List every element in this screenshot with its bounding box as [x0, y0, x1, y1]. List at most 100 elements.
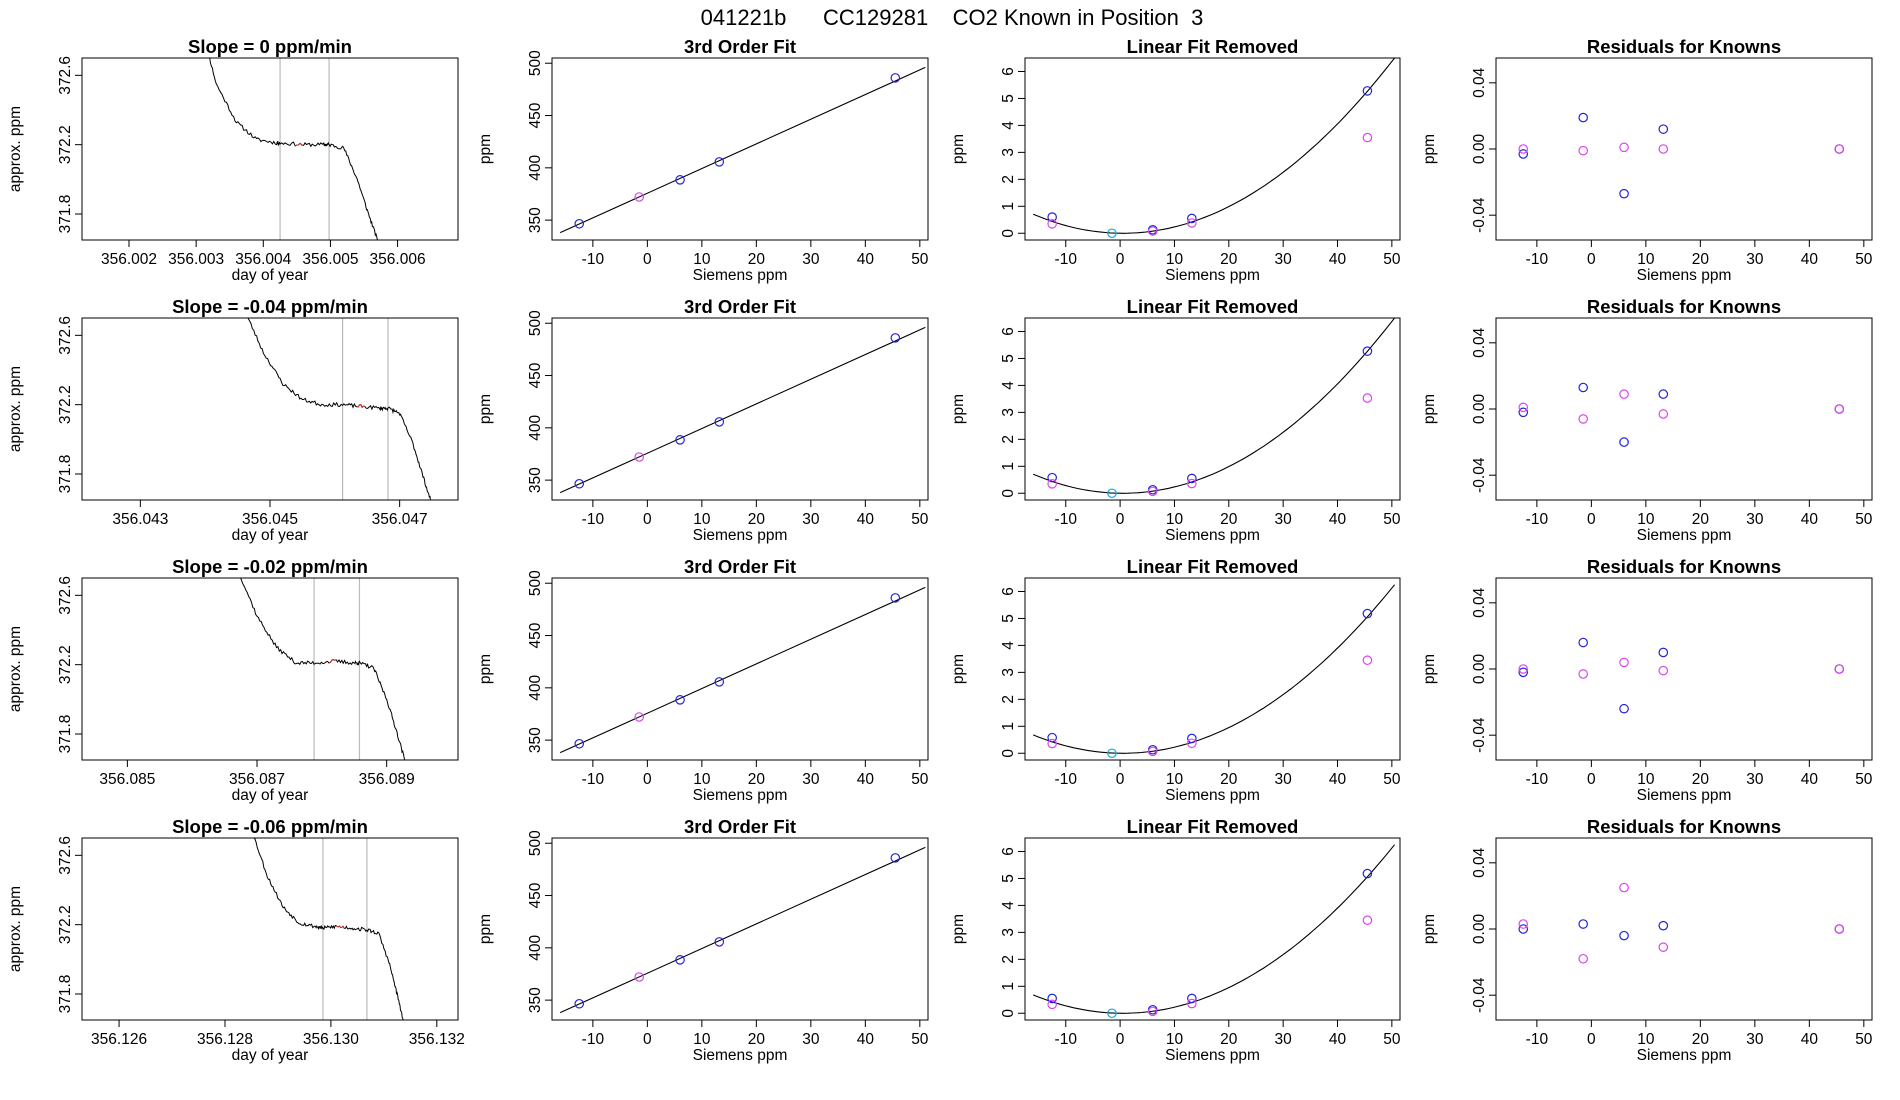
- data-point: [675, 435, 685, 445]
- plot-area: [1518, 637, 1845, 714]
- y-tick-label: 350: [527, 467, 544, 493]
- x-tick-label: 30: [802, 1031, 820, 1048]
- data-point: [1187, 478, 1197, 489]
- y-tick-label: -0.04: [1471, 197, 1488, 233]
- data-point: [1658, 920, 1669, 931]
- data-point: [1619, 703, 1629, 714]
- plot-area: [1518, 382, 1845, 447]
- x-tick-label: 0: [643, 251, 652, 268]
- data-point: [574, 218, 585, 229]
- plot-frame: [1495, 837, 1873, 1021]
- y-tick-label: 1: [1000, 722, 1017, 731]
- y-tick-label: 0.04: [1471, 327, 1488, 358]
- data-point: [1834, 144, 1845, 154]
- concentration-trace: [240, 578, 406, 760]
- y-tick-label: 0: [1000, 749, 1017, 758]
- x-tick-label: 40: [857, 771, 875, 788]
- plot-frame: [551, 317, 929, 501]
- y-axis-label: ppm: [950, 654, 967, 684]
- x-tick-label: 50: [1383, 251, 1401, 268]
- x-tick-label: 50: [911, 771, 929, 788]
- data-point: [1187, 733, 1197, 744]
- y-tick-label: 450: [527, 882, 544, 908]
- x-tick-label: 356.130: [303, 1031, 359, 1048]
- data-point: [1362, 346, 1373, 356]
- x-tick-label: 40: [857, 511, 875, 528]
- data-point: [1047, 993, 1057, 1004]
- y-tick-label: 0: [1000, 229, 1017, 238]
- data-point: [675, 955, 685, 965]
- data-point: [1578, 112, 1588, 123]
- data-point: [1187, 738, 1197, 749]
- x-tick-label: 0: [1116, 511, 1125, 528]
- x-axis-label: Siemens ppm: [693, 1047, 788, 1064]
- x-tick-label: -10: [582, 771, 605, 788]
- y-axis-label: approx. ppm: [7, 366, 24, 452]
- x-tick-label: 10: [693, 511, 711, 528]
- x-axis-label: Siemens ppm: [1637, 1047, 1732, 1064]
- panel-resid: Residuals for Knowns -10 0 10 20 30 40 50 -0.04 0…: [1421, 296, 1873, 544]
- data-point: [1187, 213, 1197, 224]
- fit-curve: [1032, 58, 1396, 234]
- data-point: [714, 157, 725, 167]
- x-tick-label: 40: [1801, 511, 1819, 528]
- x-tick-label: 20: [748, 511, 766, 528]
- data-point: [1107, 1008, 1117, 1019]
- x-tick-label: 40: [1801, 251, 1819, 268]
- plot-area: [1032, 318, 1396, 499]
- x-tick-label: 50: [1855, 511, 1873, 528]
- x-tick-label: 356.087: [229, 771, 285, 788]
- data-point: [890, 593, 901, 603]
- x-tick-label: 0: [1116, 1031, 1125, 1048]
- x-tick-label: 20: [1692, 511, 1710, 528]
- plot-area: [1032, 844, 1396, 1019]
- data-point: [1187, 473, 1197, 484]
- data-point: [1619, 657, 1629, 668]
- panel-title: Residuals for Knowns: [1587, 816, 1781, 837]
- data-point: [1578, 145, 1588, 156]
- y-axis-label: ppm: [1421, 134, 1438, 164]
- data-point: [1518, 919, 1529, 929]
- x-tick-label: 30: [1746, 1031, 1764, 1048]
- y-axis-label: ppm: [950, 914, 967, 944]
- plot-frame: [1024, 317, 1401, 501]
- x-axis-label: Siemens ppm: [693, 787, 788, 804]
- y-tick-label: 400: [527, 675, 544, 701]
- x-tick-label: 10: [1166, 771, 1184, 788]
- data-point: [1518, 149, 1529, 159]
- x-tick-label: 30: [1275, 251, 1293, 268]
- y-tick-label: 350: [527, 727, 544, 753]
- data-point: [1047, 738, 1057, 749]
- plot-frame: [551, 57, 929, 241]
- y-tick-label: 500: [527, 830, 544, 856]
- y-tick-label: 2: [1000, 435, 1017, 444]
- data-point: [714, 677, 725, 687]
- y-tick-label: 372.6: [57, 56, 74, 95]
- y-tick-label: 372.2: [57, 385, 74, 424]
- plot-frame: [1024, 837, 1401, 1021]
- data-point: [1578, 414, 1588, 424]
- data-point: [1619, 188, 1629, 199]
- data-point: [1362, 132, 1373, 143]
- x-tick-label: 10: [693, 771, 711, 788]
- x-tick-label: 40: [1329, 251, 1347, 268]
- y-tick-label: 0: [1000, 1009, 1017, 1018]
- x-tick-label: 50: [1383, 511, 1401, 528]
- panel-title: Slope = 0 ppm/min: [188, 36, 352, 57]
- x-axis-label: Siemens ppm: [1165, 787, 1260, 804]
- x-tick-label: 10: [693, 251, 711, 268]
- y-axis-label: approx. ppm: [7, 886, 24, 972]
- y-tick-label: 0: [1000, 489, 1017, 498]
- y-axis-label: approx. ppm: [7, 626, 24, 712]
- x-tick-label: 50: [1855, 251, 1873, 268]
- panel-title: Linear Fit Removed: [1127, 556, 1299, 577]
- data-point: [1658, 409, 1669, 419]
- panel-title: 3rd Order Fit: [684, 36, 796, 57]
- fit-curve: [1032, 318, 1396, 494]
- data-point: [1658, 665, 1669, 676]
- x-tick-label: 356.006: [370, 251, 426, 268]
- x-tick-label: 30: [1275, 511, 1293, 528]
- plot-frame: [1495, 577, 1873, 761]
- y-tick-label: 372.6: [57, 836, 74, 875]
